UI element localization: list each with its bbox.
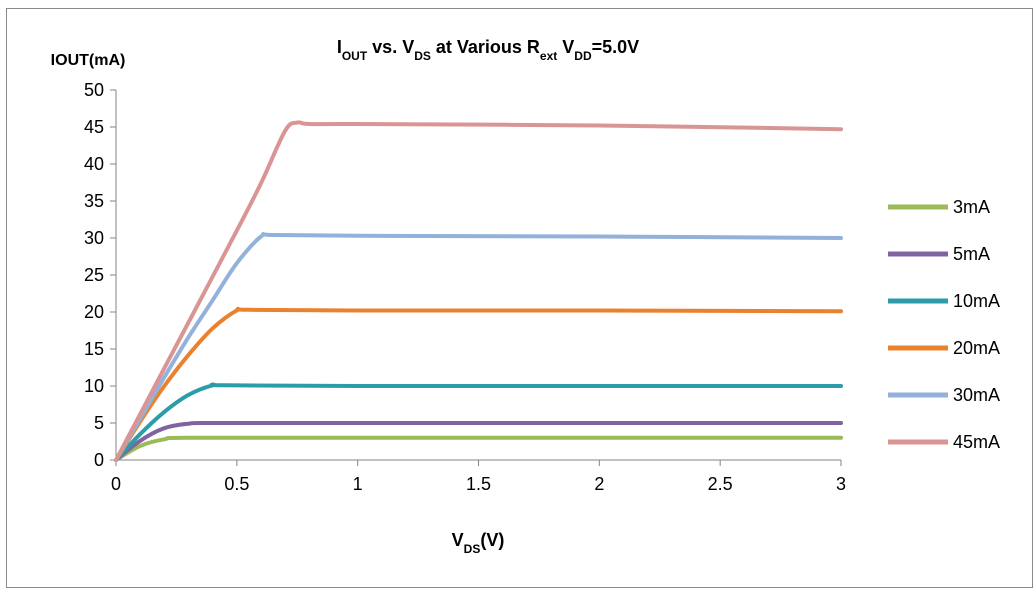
x-axis-label: VDS(V) [452,530,505,556]
x-tick-label: 1 [353,474,363,494]
x-tick-label: 3 [836,474,846,494]
y-axis-label: IOUT(mA) [51,52,126,69]
series-line-3mA [114,435,843,462]
legend-label-5mA: 5mA [953,244,990,264]
y-tick-label: 50 [84,80,104,100]
legend-label-20mA: 20mA [953,338,1000,358]
y-tick-label: 10 [84,376,104,396]
series-line-5mA [114,420,843,462]
legend-label-30mA: 30mA [953,385,1000,405]
x-tick-label: 2 [594,474,604,494]
y-tick-label: 30 [84,228,104,248]
x-tick-label: 0 [111,474,121,494]
y-tick-label: 0 [94,450,104,470]
chart-frame [6,8,1033,588]
y-tick-label: 20 [84,302,104,322]
y-tick-label: 35 [84,191,104,211]
x-tick-label: 1.5 [466,474,491,494]
y-tick-label: 45 [84,117,104,137]
axes: 0 5 10 15 20 25 30 35 40 45 50 0 0.5 1 1.5 2 2.5 3 [84,80,846,494]
y-tick-label: 25 [84,265,104,285]
series-line-30mA [114,232,843,462]
x-tick-label: 2.5 [708,474,733,494]
y-tick-label: 40 [84,154,104,174]
series-group [114,120,843,462]
x-tick-label: 0.5 [224,474,249,494]
series-line-20mA [114,306,843,462]
legend-label-10mA: 10mA [953,291,1000,311]
legend-label-3mA: 3mA [953,197,990,217]
y-tick-label: 5 [94,413,104,433]
series-line-10mA [114,382,843,462]
y-tick-label: 15 [84,339,104,359]
series-line-45mA [114,120,843,462]
chart-title: IOUT vs. VDS at Various Rext VDD=5.0V [337,37,639,63]
legend: 3mA 5mA 10mA 20mA 30mA 45mA [888,197,1000,452]
legend-label-45mA: 45mA [953,432,1000,452]
